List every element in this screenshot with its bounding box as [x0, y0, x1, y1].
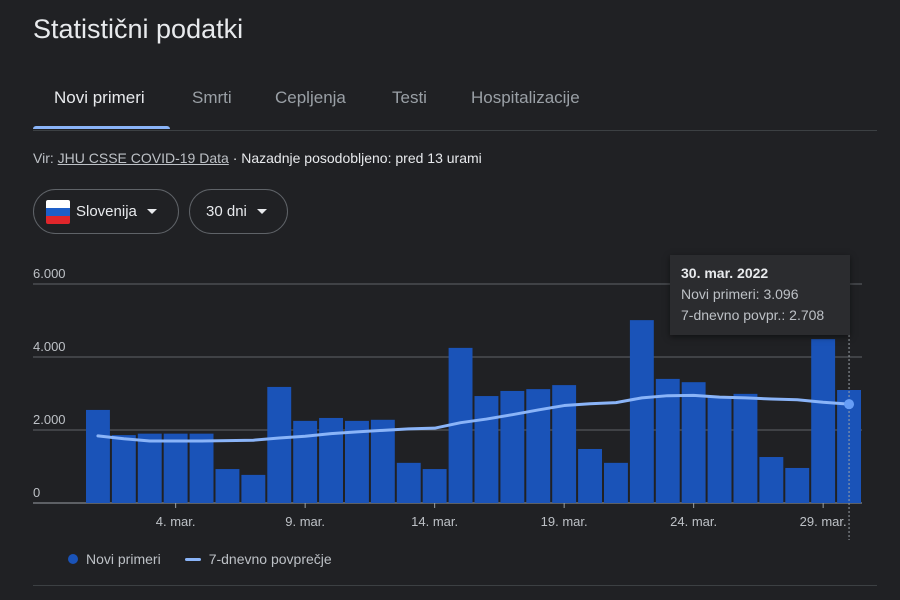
bar — [293, 420, 318, 503]
bar — [86, 409, 110, 503]
y-tick-label: 2.000 — [33, 412, 66, 427]
legend-average: 7-dnevno povprečje — [208, 551, 332, 567]
y-tick-label: 4.000 — [33, 339, 66, 354]
bar — [267, 386, 292, 503]
x-tick-label: 14. mar. — [411, 514, 458, 529]
bar — [707, 397, 732, 503]
bar — [733, 393, 758, 503]
range-value: 30 dni — [206, 203, 247, 220]
bar — [422, 469, 447, 503]
bar — [578, 448, 602, 503]
divider — [33, 585, 877, 586]
bar — [189, 433, 214, 503]
chart-tooltip: 30. mar. 2022 Novi primeri: 3.096 7-dnev… — [670, 255, 850, 335]
country-value: Slovenija — [76, 203, 137, 220]
bar — [241, 474, 266, 503]
tab-tests[interactable]: Testi — [392, 88, 427, 107]
bar — [345, 420, 369, 503]
bar — [837, 389, 861, 503]
tab-new-cases[interactable]: Novi primeri — [54, 88, 145, 107]
source-link[interactable]: JHU CSSE COVID-19 Data — [57, 150, 229, 166]
tooltip-average: 7-dnevno povpr.: 2.708 — [681, 307, 825, 323]
tooltip-cases: Novi primeri: 3.096 — [681, 286, 799, 302]
tab-vaccinations[interactable]: Cepljenja — [275, 88, 346, 107]
x-tick-label: 9. mar. — [285, 514, 325, 529]
y-tick-label: 0 — [33, 485, 40, 500]
country-select[interactable]: Slovenija — [33, 189, 179, 234]
bar — [474, 396, 499, 503]
bar — [500, 390, 525, 503]
bar — [137, 433, 162, 503]
tab-deaths[interactable]: Smrti — [192, 88, 232, 107]
bar — [655, 378, 680, 503]
x-tick-label: 29. mar. — [800, 514, 847, 529]
chevron-down-icon — [256, 209, 267, 214]
bar — [629, 320, 654, 503]
slovenia-flag-icon — [46, 199, 70, 224]
source-line: Vir: JHU CSSE COVID-19 Data · Nazadnje p… — [33, 150, 482, 166]
x-tick-label: 4. mar. — [156, 514, 196, 529]
average-line — [96, 393, 851, 443]
bar — [681, 382, 706, 503]
legend-cases: Novi primeri — [86, 551, 161, 567]
x-tick-label: 24. mar. — [670, 514, 717, 529]
hover-point — [844, 399, 855, 410]
bar — [604, 462, 628, 503]
y-tick-label: 6.000 — [33, 266, 66, 281]
range-select[interactable]: 30 dni — [189, 189, 288, 234]
bar — [215, 469, 240, 503]
bar — [526, 389, 551, 503]
bar — [319, 417, 343, 503]
bar — [396, 462, 421, 503]
tooltip-date: 30. mar. 2022 — [681, 265, 769, 281]
bar — [785, 467, 810, 503]
source-prefix: Vir: — [33, 150, 58, 166]
last-updated: · Nazadnje posodobljeno: pred 13 urami — [228, 150, 482, 166]
tab-bar: Novi primeri Smrti Cepljenja Testi Hospi… — [33, 70, 877, 131]
bar — [111, 435, 136, 503]
bar — [811, 339, 836, 503]
bar — [448, 347, 473, 503]
legend-line-icon — [184, 557, 201, 561]
chart-legend: Novi primeri 7-dnevno povprečje — [68, 551, 332, 567]
legend-dot-icon — [68, 554, 78, 564]
x-tick-label: 19. mar. — [541, 514, 588, 529]
bar — [163, 433, 188, 503]
page-title: Statistični podatki — [33, 14, 244, 44]
active-tab-indicator — [33, 126, 170, 129]
bar — [759, 457, 784, 503]
tab-hospitalizations[interactable]: Hospitalizacije — [471, 88, 580, 107]
chevron-down-icon — [146, 209, 157, 214]
bar — [370, 419, 395, 503]
bar — [552, 385, 577, 503]
